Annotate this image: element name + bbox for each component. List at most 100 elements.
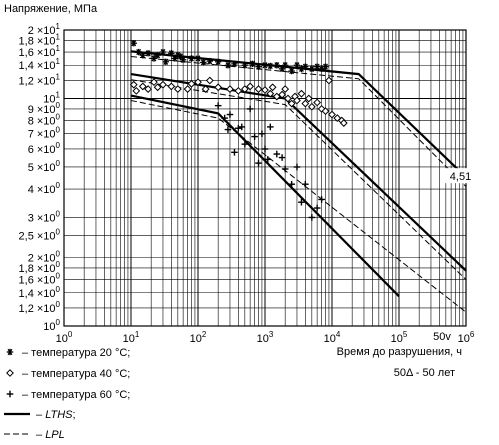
plus-point [308, 214, 316, 221]
y-tick-label: 1,4 ×100 [19, 285, 61, 300]
diamond-point [272, 92, 281, 101]
diamond-point [301, 99, 310, 108]
star-point [154, 51, 161, 59]
plus-point [318, 196, 325, 203]
star-point [130, 39, 137, 47]
y-tick-label: 1,8 ×100 [19, 260, 61, 275]
star-point [308, 65, 316, 73]
diamond-point [266, 89, 275, 98]
diamond-point [321, 107, 330, 116]
y-tick-label: 2 ×100 [28, 250, 61, 265]
plus-point [298, 198, 305, 206]
diamond-point [254, 85, 263, 93]
diamond-point [325, 76, 333, 85]
diamond-point [339, 119, 348, 127]
diamond-point [214, 83, 223, 92]
legend-label: – температура 40 °С; [22, 368, 130, 380]
diamond-point [313, 98, 322, 107]
diamond-point [261, 86, 269, 94]
star-point [168, 50, 175, 57]
diamond-point [201, 85, 210, 93]
y-tick-label: 8 ×100 [28, 113, 61, 128]
x-tick-label: 50v [433, 331, 451, 343]
plus-point [241, 140, 249, 148]
y-tick-label: 101 [43, 90, 60, 105]
legend-label: – температура 20 °С; [22, 347, 130, 359]
plus-point [281, 165, 289, 173]
plus-point [235, 124, 242, 132]
diamond-point [268, 83, 277, 92]
legend-marker [6, 369, 14, 377]
x-tick-label: 106 [458, 330, 475, 345]
y-tick-label: 1,2 ×100 [19, 300, 61, 315]
diamond-point [293, 96, 301, 105]
diamond-point [297, 89, 306, 98]
x-tick-label: 103 [257, 330, 274, 345]
star-point [224, 62, 232, 69]
y-tick-label: 5 ×100 [28, 159, 61, 174]
diamond-point [246, 82, 255, 91]
star-point [159, 48, 167, 56]
star-point [150, 55, 158, 62]
y-tick-label: 1,6 ×101 [19, 44, 61, 59]
data-points [129, 39, 348, 221]
star-point [313, 63, 321, 70]
star-point [302, 63, 309, 70]
diamond-point [153, 83, 162, 92]
star-point [267, 62, 274, 70]
star-point [194, 55, 202, 62]
plus-point [313, 204, 321, 212]
star-point [139, 51, 146, 59]
star-point [135, 48, 142, 56]
diamond-point [167, 82, 176, 91]
plus-point [251, 133, 258, 140]
star-point [200, 59, 207, 66]
star-point [249, 60, 256, 68]
x-axis-annotation: 50Δ - 50 лет [394, 367, 455, 379]
lpl-line [130, 100, 467, 313]
star-point [255, 63, 262, 70]
lths-line [130, 94, 400, 298]
plus-point [278, 154, 286, 161]
legend-marker [6, 390, 14, 398]
plus-point [255, 159, 262, 167]
star-point [288, 67, 295, 75]
y-tick-label: 6 ×100 [28, 141, 61, 156]
diamond-point [281, 85, 290, 93]
diamond-point [183, 85, 192, 93]
star-point [322, 63, 329, 70]
lpl-line [130, 56, 467, 187]
diamond-point [234, 86, 243, 95]
star-point [162, 58, 169, 65]
x-tick-label: 105 [391, 330, 408, 345]
star-point [231, 60, 238, 68]
annotations: 4,51 [445, 168, 476, 184]
x-tick-label: 100 [56, 330, 73, 345]
lths-line [130, 50, 467, 178]
star-point [206, 57, 213, 65]
x-axis-title: Время до разрушения, ч [337, 346, 462, 358]
y-tick-label: 2 ×101 [28, 22, 61, 37]
y-tick-label: 3 ×100 [28, 209, 61, 224]
star-point [293, 62, 301, 69]
x-tick-label: 104 [324, 330, 341, 345]
star-point [171, 55, 178, 62]
y-tick-label: 1,6 ×100 [19, 272, 61, 287]
annotation-label: 4,51 [450, 171, 471, 183]
x-tick-label: 101 [123, 330, 140, 345]
plus-point [261, 145, 269, 153]
y-tick-label: 4 ×100 [28, 181, 61, 196]
diamond-point [240, 85, 249, 93]
plus-point [267, 123, 274, 131]
plot-grid [63, 29, 467, 327]
x-tick-label: 102 [190, 330, 207, 345]
diamond-point [328, 110, 336, 119]
star-point [144, 50, 152, 57]
diamond-point [159, 80, 167, 89]
y-tick-label: 9 ×100 [28, 101, 61, 116]
plus-point [231, 149, 238, 156]
star-point [214, 58, 222, 65]
plus-point [224, 126, 232, 133]
y-tick-label: 100 [43, 318, 60, 333]
diamond-point [284, 94, 292, 103]
